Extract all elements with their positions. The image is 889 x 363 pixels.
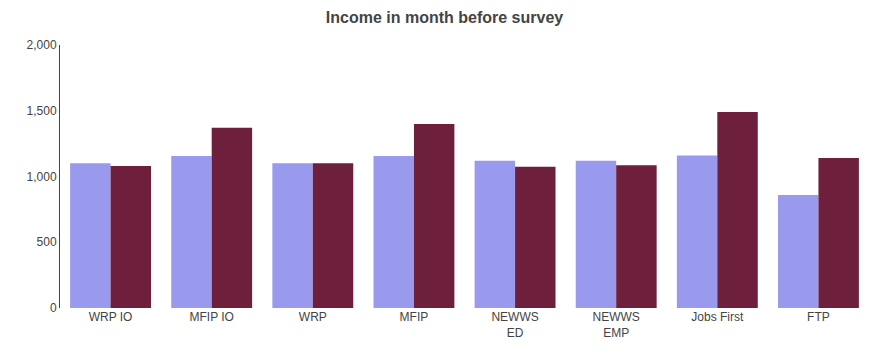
svg-text:1,500: 1,500 <box>27 104 57 118</box>
svg-text:MFIP: MFIP <box>400 310 429 324</box>
svg-text:500: 500 <box>37 235 57 249</box>
svg-text:0: 0 <box>50 301 57 315</box>
svg-text:WRP: WRP <box>299 310 327 324</box>
svg-text:MFIP IO: MFIP IO <box>189 310 233 324</box>
svg-text:WRP IO: WRP IO <box>89 310 133 324</box>
svg-text:Jobs First: Jobs First <box>691 310 744 324</box>
svg-text:2,000: 2,000 <box>27 38 57 52</box>
svg-text:NEWWSED: NEWWSED <box>491 310 538 340</box>
svg-text:FTP: FTP <box>807 310 830 324</box>
svg-text:Income in month before survey: Income in month before survey <box>326 9 563 26</box>
svg-text:NEWWSEMP: NEWWSEMP <box>593 310 640 340</box>
svg-text:1,000: 1,000 <box>27 170 57 184</box>
